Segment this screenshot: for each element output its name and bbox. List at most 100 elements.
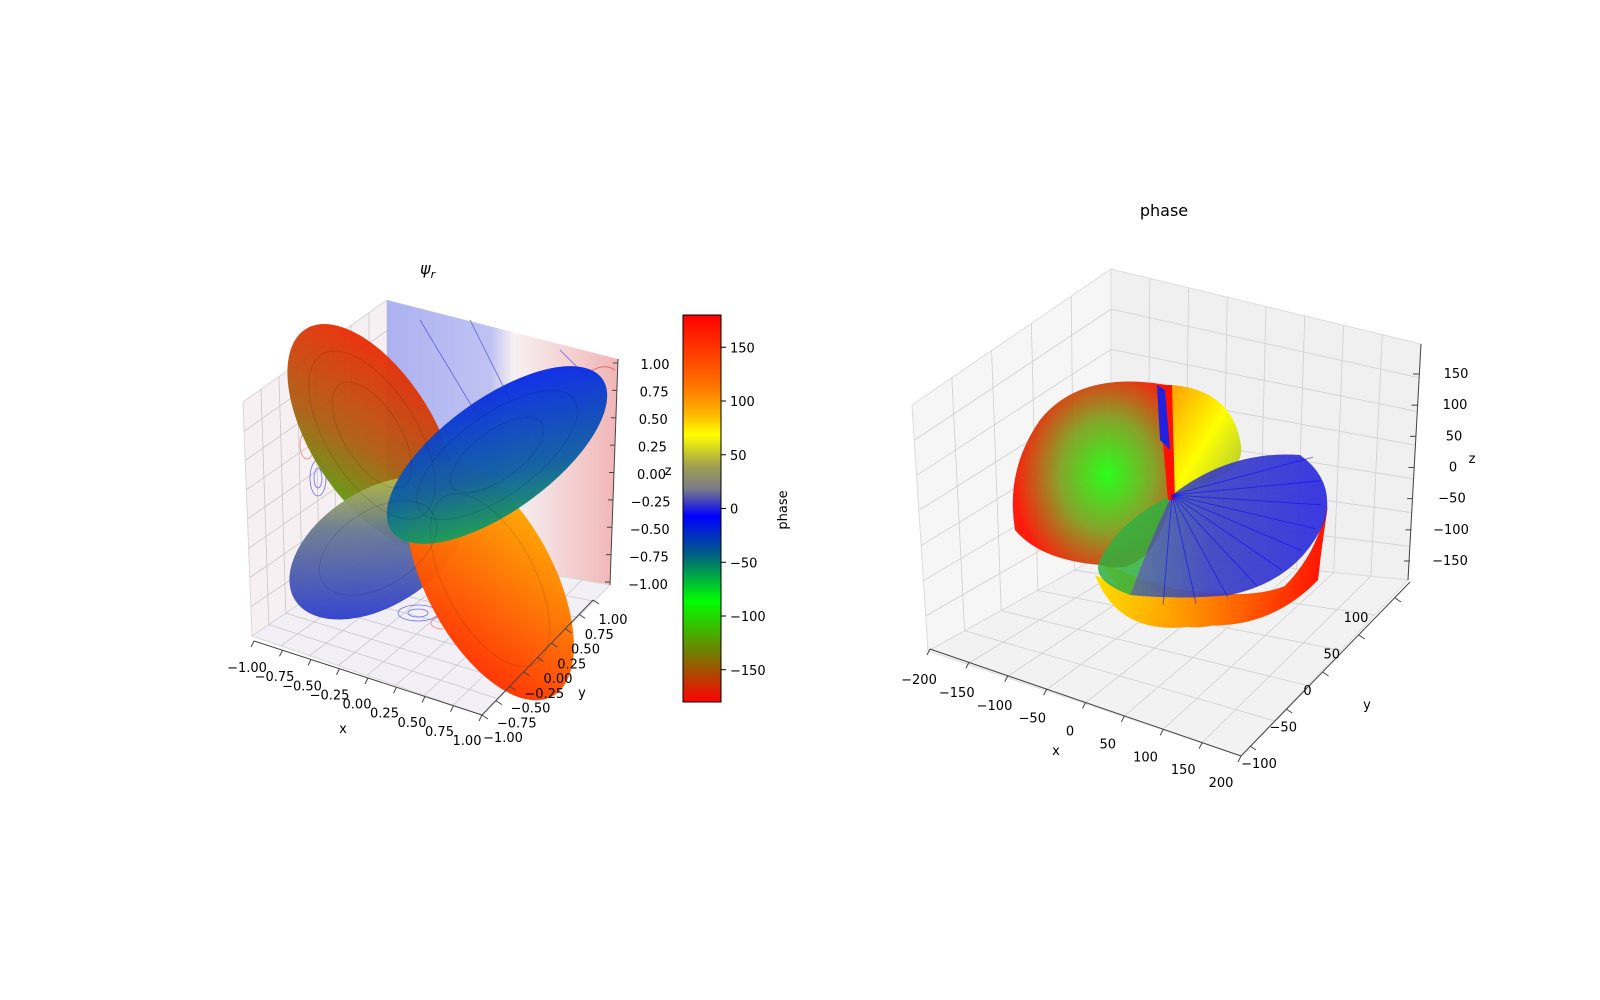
z-axis-label: z — [665, 464, 672, 479]
y-axis-label: y — [1363, 698, 1371, 713]
colorbar-tick-label: 50 — [730, 449, 747, 464]
x-tick-label: 1.00 — [453, 734, 482, 749]
y-tick-label: 1.00 — [599, 613, 628, 628]
x-tick — [478, 714, 483, 722]
tick-marks — [250, 362, 618, 722]
colorbar-tick-label: 150 — [730, 341, 755, 356]
x-tick — [1120, 715, 1125, 723]
y-tick-label: 100 — [1344, 611, 1369, 626]
tick-marks — [926, 373, 1419, 763]
colorbar-ticks: 150 100 50 0 −50 −100 −150 — [721, 341, 766, 679]
x-tick — [1082, 702, 1086, 709]
x-tick — [393, 687, 397, 694]
x-tick-label: 100 — [1133, 750, 1158, 765]
y-tick — [578, 613, 586, 619]
grid-line — [1201, 575, 1372, 744]
x-tick-label: −150 — [939, 686, 975, 701]
colorbar-gradient — [682, 314, 722, 703]
y-axis-label: y — [578, 686, 586, 701]
y-tick — [509, 685, 517, 691]
grid-line — [916, 348, 1112, 476]
x-tick-label: −50 — [1019, 712, 1046, 727]
x-tick-label: −1.00 — [227, 661, 267, 676]
colorbar-tick-label: 0 — [730, 503, 738, 518]
y-tick — [481, 714, 489, 720]
x-tick-label: 150 — [1171, 763, 1196, 778]
y-tick — [1394, 597, 1402, 603]
colorbar-tick-label: 100 — [730, 395, 755, 410]
y-tick-label: −0.50 — [511, 702, 551, 717]
x-tick-label: 0.50 — [398, 716, 427, 731]
mesh-line — [1171, 494, 1322, 506]
x-tick-label: −0.75 — [255, 670, 295, 685]
z-tick-label: −0.25 — [631, 496, 671, 511]
z-tick-label: −100 — [1433, 523, 1469, 538]
x-tick — [450, 705, 454, 712]
y-tick-label: −1.00 — [483, 731, 523, 746]
tick-labels: −1.00−0.75−0.50−0.250.000.250.500.751.00… — [227, 358, 670, 749]
x-tick — [250, 640, 255, 648]
z-tick-label: −150 — [1432, 554, 1468, 569]
mesh-line — [1171, 480, 1321, 496]
z-axis-line — [1407, 343, 1422, 581]
x-tick-label: 200 — [1209, 776, 1234, 791]
z-tick-label: 0.75 — [640, 386, 669, 401]
surface-green-fan — [1098, 495, 1172, 595]
z-tick-label: −1.00 — [628, 578, 668, 593]
y-tick — [523, 671, 530, 677]
x-tick — [1004, 675, 1009, 682]
x-tick — [1237, 755, 1242, 763]
y-tick — [1249, 745, 1257, 751]
y-tick — [537, 657, 544, 662]
x-tick — [1043, 688, 1048, 696]
grid-line — [1370, 334, 1383, 577]
mesh-line — [1162, 494, 1173, 605]
x-tick — [307, 659, 312, 666]
z-tick-label: 0 — [1449, 461, 1457, 476]
y-tick — [1358, 634, 1366, 640]
mesh-line — [1171, 494, 1229, 598]
grid-line — [951, 377, 965, 631]
tick-labels: −200−150−100−50050100150200−100−50050100… — [901, 367, 1469, 791]
grid-line — [991, 350, 1002, 611]
x-tick-label: −100 — [977, 699, 1013, 714]
x-tick-label: 0 — [1066, 725, 1074, 740]
x-tick — [1159, 729, 1164, 736]
y-tick-label: −50 — [1270, 721, 1297, 736]
x-tick — [279, 650, 283, 657]
z-tick-label: −0.50 — [630, 523, 670, 538]
x-tick-label: 0.00 — [343, 698, 372, 713]
y-tick-label: −0.75 — [497, 716, 537, 731]
y-tick-label: 0.00 — [544, 672, 573, 687]
colorbar-tick-label: −150 — [730, 664, 766, 679]
x-axis-label: x — [1052, 744, 1060, 759]
y-tick-label: 0 — [1303, 684, 1311, 699]
y-tick — [551, 642, 558, 648]
mesh-line — [1171, 494, 1258, 587]
y-tick-label: 0.50 — [571, 643, 600, 658]
z-tick-label: −0.75 — [629, 551, 669, 566]
z-axis-label: z — [1469, 452, 1476, 467]
grid-line — [1110, 308, 1420, 379]
mesh-lines — [1162, 456, 1322, 605]
x-tick-label: −0.50 — [282, 679, 322, 694]
left-3d-axes: −1.00−0.75−0.50−0.250.000.250.500.751.00… — [227, 259, 672, 749]
x-tick — [364, 677, 369, 685]
x-tick — [336, 668, 340, 675]
x-tick-label: −200 — [901, 673, 937, 688]
y-tick-label: 50 — [1323, 648, 1340, 663]
y-tick-label: 0.75 — [585, 628, 614, 643]
y-tick — [564, 628, 572, 634]
x-tick-label: 50 — [1099, 737, 1116, 752]
z-tick-label: 50 — [1446, 429, 1463, 444]
left-chart-title: ψr — [420, 259, 437, 281]
y-tick-label: 0.25 — [557, 657, 586, 672]
y-tick — [592, 599, 600, 605]
mesh-lines — [308, 350, 578, 667]
mesh-line — [1171, 494, 1283, 571]
x-tick — [1198, 742, 1203, 749]
z-tick-label: 0.00 — [637, 468, 666, 483]
mesh-line — [1171, 494, 1197, 604]
z-tick-label: −50 — [1438, 492, 1465, 507]
